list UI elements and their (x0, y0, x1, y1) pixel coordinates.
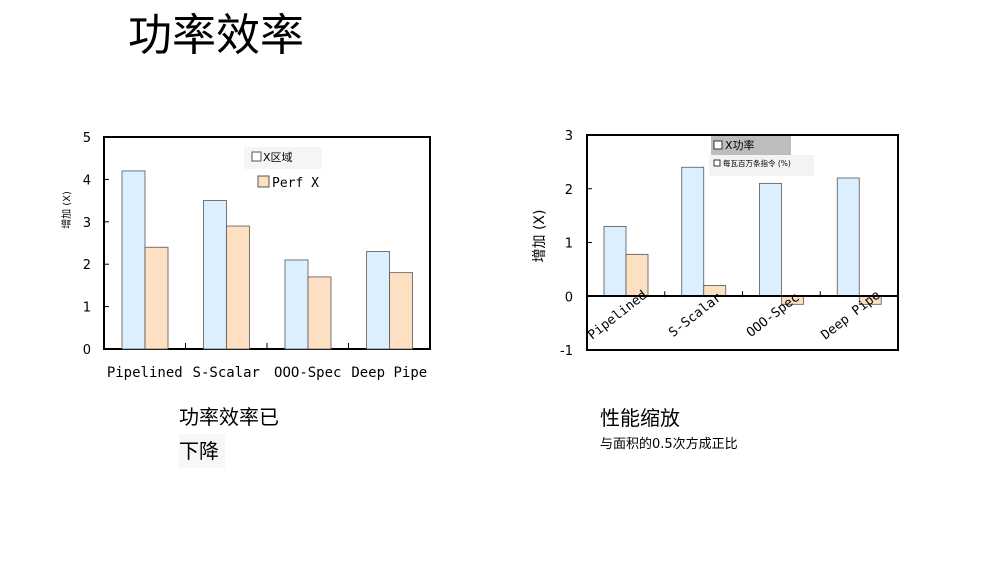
chart1-y-tick-label: 0 (83, 343, 91, 358)
chart2-legend-label-1: X功率 (725, 138, 755, 152)
right-caption-subtitle: 与面积的0.5次方成正比 (600, 437, 738, 452)
chart1-bar (366, 251, 390, 350)
chart1-x-tick-label: Deep Pipe (351, 365, 427, 381)
chart1-y-axis-label: 增加 (X) (60, 191, 73, 229)
chart1-y-tick-label: 4 (83, 173, 91, 188)
chart1-x-tick-label: S-Scalar (193, 365, 260, 381)
chart2-y-tick-label: 0 (565, 290, 573, 305)
chart2-y-tick-label: 1 (565, 237, 573, 252)
chart1-bar (284, 259, 309, 350)
left-caption: 功率效率已 下降 (179, 400, 285, 468)
chart1-x-ticks: Pipelined S-Scalar OOO-Spec Deep Pipe (107, 343, 427, 381)
chart2-legend-bg-2 (709, 155, 814, 176)
chart2-y-axis-label: 增加 (X) (532, 210, 548, 263)
chart1-legend-label-1: X区域 (263, 151, 293, 164)
chart1-bars (121, 170, 413, 350)
chart2-y-tick-label: -1 (560, 344, 573, 359)
chart2-bars (603, 166, 882, 305)
chart2-bar (681, 166, 705, 297)
chart1-bar (203, 200, 227, 350)
chart1-legend-bg-1 (244, 147, 322, 169)
chart2-bar (836, 177, 860, 297)
chart2-y-ticks: -1 0 1 2 3 (560, 129, 592, 359)
chart1-legend-swatch-1 (251, 151, 262, 162)
chart1-bar (226, 225, 250, 350)
chart1-bar (144, 246, 169, 350)
chart2-bar (759, 182, 782, 297)
chart1-bar (121, 170, 146, 350)
slide-title: 功率效率 (128, 10, 304, 61)
left-caption-line-2: 下降 (179, 434, 225, 468)
chart1-y-tick-label: 5 (83, 131, 91, 146)
chart1-legend-label-2: Perf X (272, 176, 319, 191)
chart2-legend-swatch-2 (713, 159, 721, 167)
chart1-legend-swatch-2 (257, 175, 270, 188)
chart2-y-tick-label: 2 (565, 183, 573, 198)
chart2-y-tick-label: 3 (565, 129, 573, 144)
chart1-bar (307, 276, 332, 350)
chart-performance-area: 0 1 2 3 4 5 Pipelined S-Scalar OOO-Spec Deep Pip… (60, 131, 431, 381)
chart1-y-ticks: 0 1 2 3 4 5 (83, 131, 109, 358)
chart2-legend-bg-1 (711, 136, 791, 155)
chart1-x-tick-label: OOO-Spec (274, 365, 341, 381)
chart2-legend: X功率 每瓦百万条指令 (%) (709, 136, 814, 176)
chart1-y-tick-label: 1 (83, 301, 91, 316)
chart1-legend: X区域 Perf X (244, 147, 322, 191)
chart1-x-tick-label: Pipelined (107, 365, 183, 381)
chart2-bar (603, 225, 627, 297)
chart1-y-tick-label: 3 (83, 216, 91, 231)
chart2-legend-swatch-1 (713, 140, 723, 150)
chart1-y-tick-label: 2 (83, 258, 91, 273)
left-caption-line-1: 功率效率已 (179, 405, 279, 429)
right-caption-title: 性能缩放 (600, 406, 680, 430)
chart2-legend-label-2: 每瓦百万条指令 (%) (723, 158, 791, 168)
chart1-bar (389, 272, 413, 350)
